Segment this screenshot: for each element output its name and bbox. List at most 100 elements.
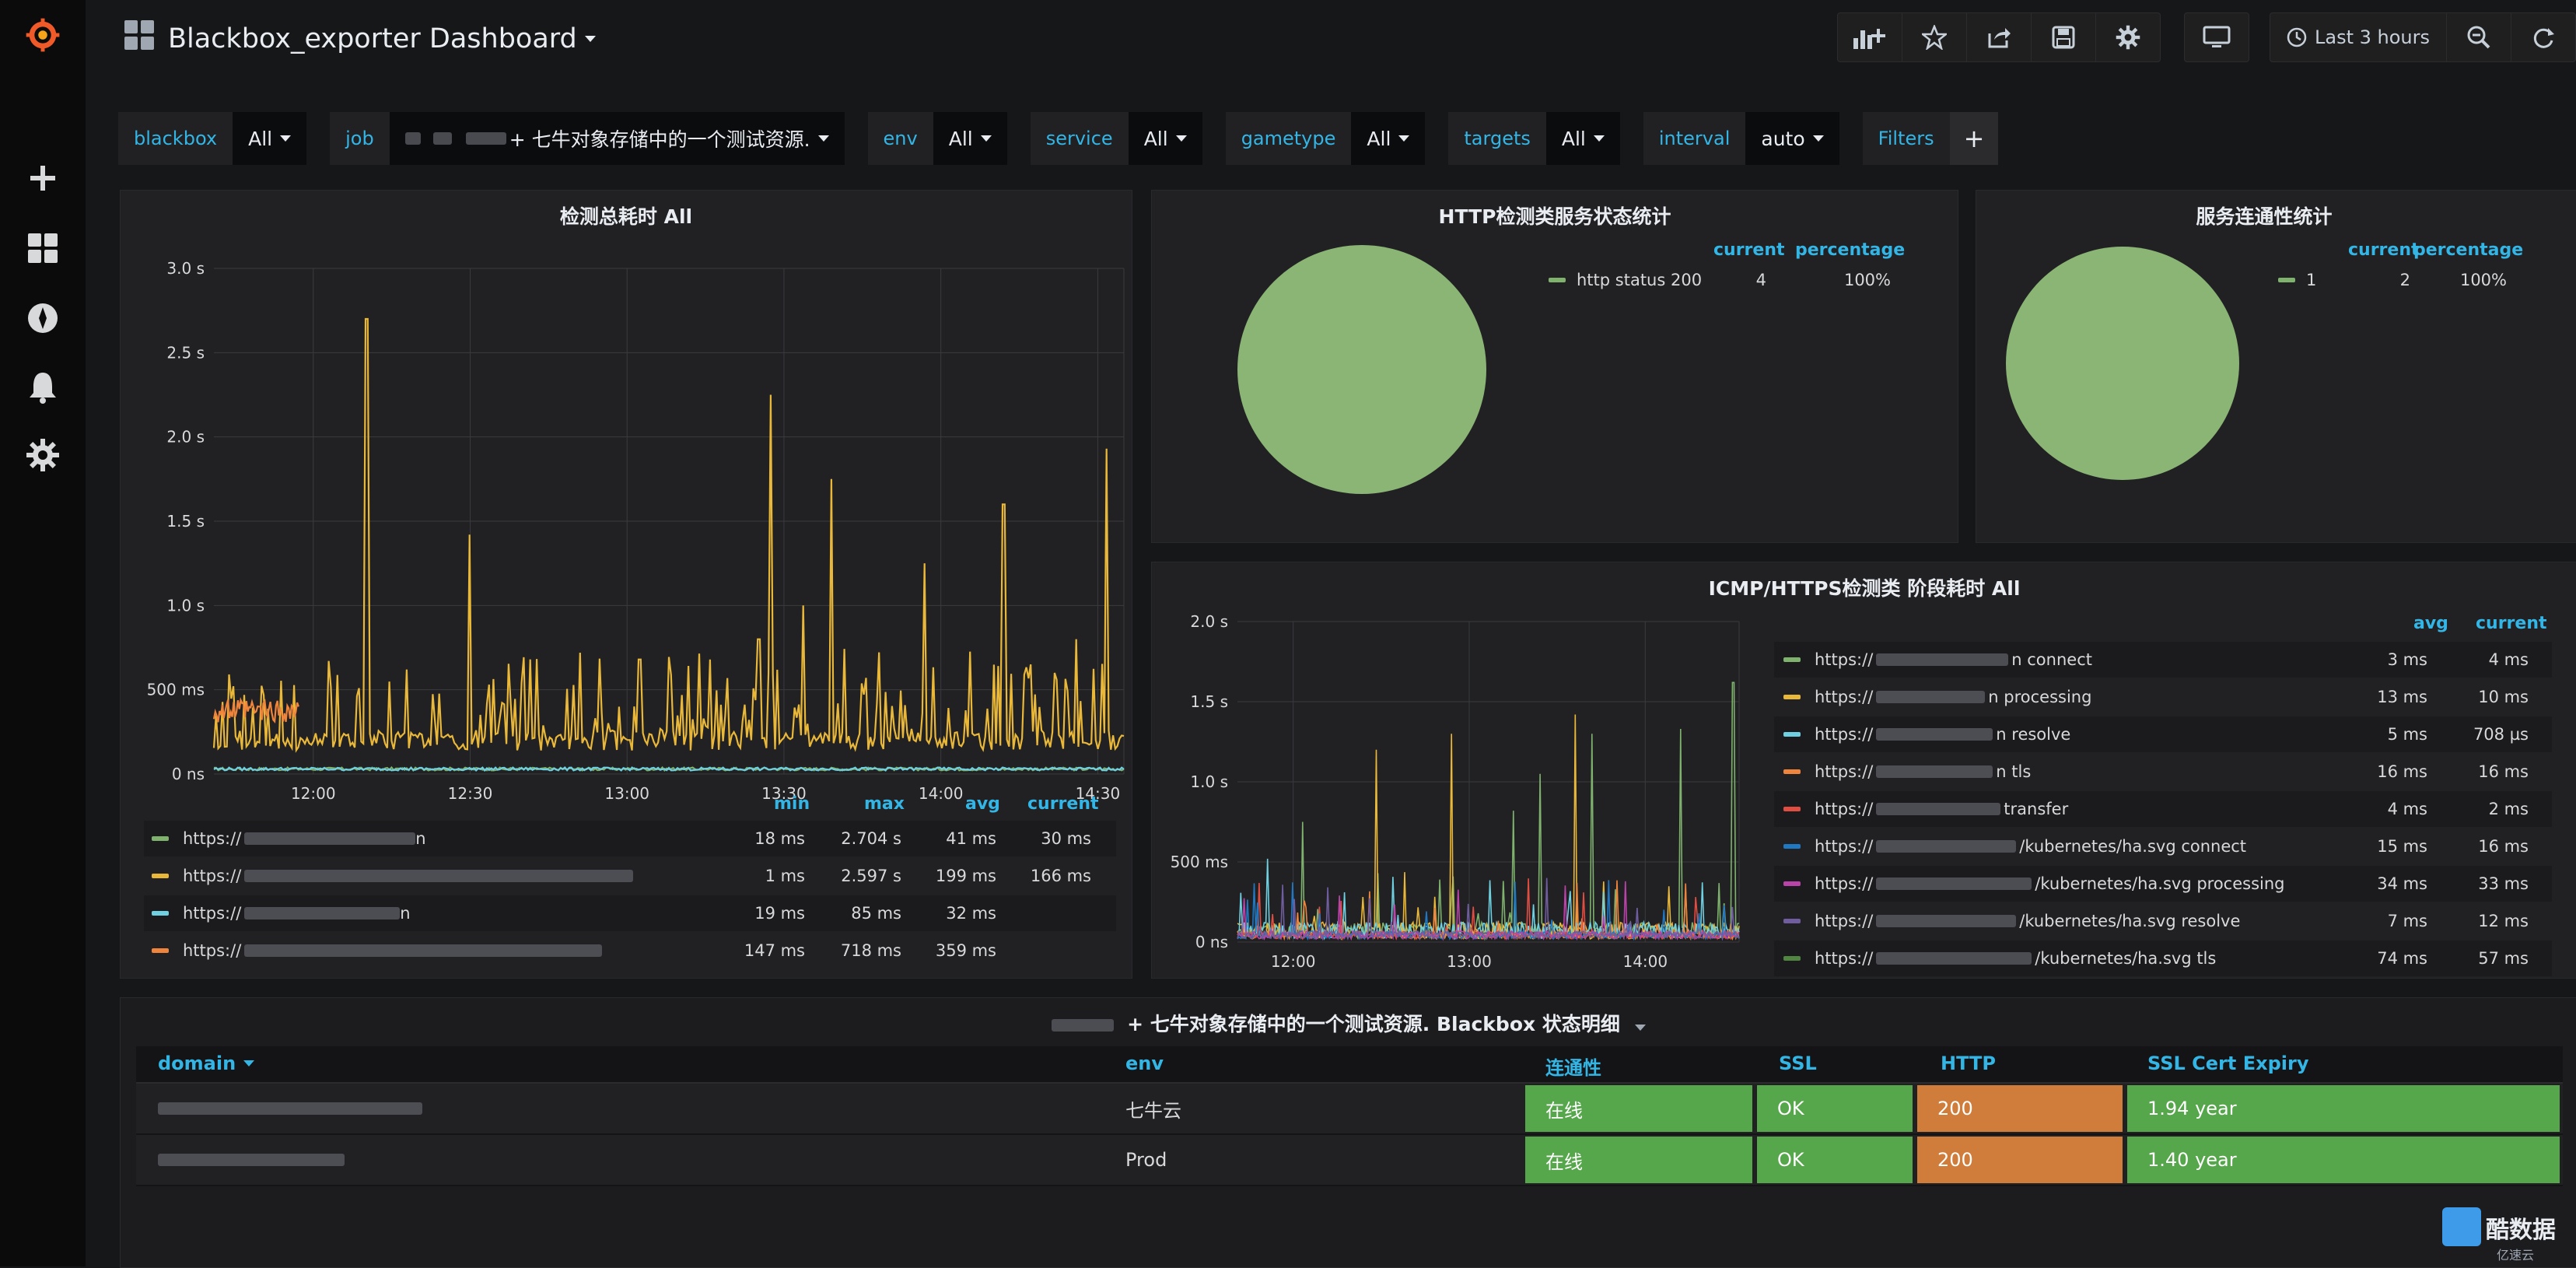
table-title-row[interactable]: + 七牛对象存储中的一个测试资源. Blackbox 状态明细 <box>121 1009 2576 1037</box>
legend-avg: 16 ms <box>2377 762 2427 781</box>
variable-value[interactable]: All <box>933 112 1007 165</box>
variable-service[interactable]: service All <box>1030 112 1202 165</box>
ad-hoc-filters: Filters + <box>1862 112 1999 165</box>
column-header-env[interactable]: env <box>1125 1053 1164 1074</box>
variable-value[interactable]: All <box>1128 112 1202 165</box>
share-icon[interactable] <box>1967 13 2032 61</box>
legend-header-current[interactable]: current <box>1713 240 1785 260</box>
legend-row[interactable]: https:// n tls 16 ms 16 ms <box>1774 754 2552 790</box>
series-label: 1 <box>2306 271 2317 289</box>
alerting-bell-icon[interactable] <box>25 369 61 405</box>
legend-header-current[interactable]: current <box>1027 794 1099 814</box>
variable-value[interactable]: All <box>1545 112 1620 165</box>
variable-interval[interactable]: interval auto <box>1643 112 1839 165</box>
grafana-logo-icon[interactable] <box>25 17 61 53</box>
legend-avg: 41 ms <box>946 829 996 848</box>
legend-row[interactable]: https:// /kubernetes/ha.svg connect 15 ms 1… <box>1774 828 2552 864</box>
chevron-down-icon <box>1634 1025 1646 1031</box>
panel-title[interactable]: ICMP/HTTPS检测类 阶段耗时 All <box>1708 577 2021 600</box>
variable-targets[interactable]: targets All <box>1448 112 1620 165</box>
y-tick-label: 0 ns <box>172 765 205 783</box>
http-status-pie-chart[interactable] <box>1222 245 1502 525</box>
column-header-ssl[interactable]: SSL <box>1779 1053 1817 1074</box>
legend-header-max[interactable]: max <box>864 794 905 814</box>
settings-gear-icon[interactable] <box>2096 13 2160 61</box>
column-header-http[interactable]: HTTP <box>1941 1053 1996 1074</box>
legend-row[interactable]: https:// transfer 4 ms 2 ms <box>1774 791 2552 827</box>
add-panel-icon[interactable] <box>1838 13 1902 61</box>
variable-job[interactable]: job + 七牛对象存储中的一个测试资源. <box>330 112 845 165</box>
pie-slice-http-status-200[interactable] <box>1237 245 1486 494</box>
cell-ssl-cert-expiry: 1.94 year <box>2127 1085 2560 1132</box>
panel-title[interactable]: 检测总耗时 All <box>559 205 693 228</box>
zoom-out-icon[interactable] <box>2447 13 2511 61</box>
table-row[interactable]: Prod 在线 OK 200 1.40 year <box>136 1135 2563 1186</box>
legend-row[interactable]: 1 2 100% <box>2278 262 2558 298</box>
explore-icon[interactable] <box>25 300 61 336</box>
series-label: https:// <box>1815 874 1874 893</box>
dashboards-icon[interactable] <box>25 230 61 266</box>
refresh-icon[interactable] <box>2511 13 2575 61</box>
legend-row[interactable]: https:// n 18 ms 2.704 s 41 ms 30 ms <box>144 821 1116 856</box>
add-filter-button[interactable]: + <box>1949 112 1999 165</box>
redacted-text <box>404 132 421 145</box>
column-header-ssl-cert-expiry[interactable]: SSL Cert Expiry <box>2147 1053 2309 1074</box>
time-range-picker[interactable]: Last 3 hours <box>2270 13 2447 61</box>
dashboard-title[interactable]: Blackbox_exporter Dashboard <box>124 20 596 57</box>
panel-title[interactable]: HTTP检测类服务状态统计 <box>1438 205 1671 228</box>
chevron-down-icon <box>280 135 292 142</box>
gear-icon[interactable] <box>25 437 61 473</box>
variable-value[interactable]: All <box>1351 112 1426 165</box>
legend-current: 12 ms <box>2478 912 2529 930</box>
save-icon[interactable] <box>2032 13 2096 61</box>
legend-header-avg[interactable]: avg <box>2413 614 2448 633</box>
x-tick-label: 14:00 <box>1622 952 1668 971</box>
star-icon[interactable] <box>1902 13 1967 61</box>
redacted-text <box>244 832 416 845</box>
legend-header-percentage[interactable]: percentage <box>1795 240 1906 260</box>
variable-gametype[interactable]: gametype All <box>1225 112 1426 165</box>
y-tick-label: 2.5 s <box>166 343 205 362</box>
legend-row[interactable]: https:// /kubernetes/ha.svg tls 74 ms 57 ms <box>1774 940 2552 976</box>
series-label-suffix: /kubernetes/ha.svg resolve <box>2019 912 2241 930</box>
y-tick-label: 500 ms <box>147 681 205 699</box>
variable-blackbox[interactable]: blackbox All <box>118 112 307 165</box>
variable-label: env <box>867 112 933 165</box>
legend-header-current[interactable]: current <box>2348 240 2420 260</box>
variable-value-text: All <box>948 127 973 150</box>
legend-row[interactable]: https:// n resolve 5 ms 708 µs <box>1774 716 2552 752</box>
variable-env[interactable]: env All <box>867 112 1007 165</box>
legend-row[interactable]: https:// 1 ms 2.597 s 199 ms 166 ms <box>144 858 1116 894</box>
plus-icon[interactable] <box>25 160 61 196</box>
legend-row[interactable]: https:// /kubernetes/ha.svg processing 34 … <box>1774 866 2552 902</box>
legend-row[interactable]: https:// 147 ms 718 ms 359 ms <box>144 933 1116 969</box>
legend-header-min[interactable]: min <box>774 794 810 814</box>
legend-row[interactable]: https:// n 19 ms 85 ms 32 ms <box>144 895 1116 931</box>
variable-value[interactable]: auto <box>1745 112 1839 165</box>
legend-row[interactable]: https:// /kubernetes/ha.svg resolve 7 ms 12… <box>1774 903 2552 939</box>
connectivity-pie-chart[interactable] <box>2006 247 2255 496</box>
phase-duration-chart[interactable]: 0 ns 500 ms 1.0 s 1.5 s 2.0 s 12:00 13:00 14:00 <box>1152 590 1759 979</box>
x-tick-label: 13:00 <box>604 784 649 803</box>
legend-max: 2.704 s <box>841 829 901 848</box>
column-header-domain[interactable]: domain <box>158 1053 255 1074</box>
panel-title[interactable]: 服务连通性统计 <box>2196 205 2333 228</box>
legend-min: 1 ms <box>765 867 805 885</box>
legend-header-percentage[interactable]: percentage <box>2413 240 2524 260</box>
probe-duration-chart[interactable]: 0 ns 500 ms 1.0 s 1.5 s 2.0 s 2.5 s 3.0 s 12:00… <box>121 222 1132 828</box>
variable-value[interactable]: + 七牛对象存储中的一个测试资源. <box>389 112 845 165</box>
legend-row[interactable]: https:// n processing 13 ms 10 ms <box>1774 679 2552 715</box>
legend-percentage: 100% <box>2459 271 2507 289</box>
series-swatch <box>1783 844 1801 849</box>
table-row[interactable]: 七牛云 在线 OK 200 1.94 year <box>136 1084 2563 1135</box>
column-header-connectivity[interactable]: 连通性 <box>1545 1057 1601 1079</box>
legend-row[interactable]: http status 200 4 100% <box>1549 262 1914 298</box>
tv-monitor-icon[interactable] <box>2185 13 2249 61</box>
pie-slice-1[interactable] <box>2006 247 2239 480</box>
legend-current: 4 <box>1755 271 1766 289</box>
legend-header-current[interactable]: current <box>2476 614 2547 633</box>
clock-icon <box>2287 27 2307 47</box>
legend-header-avg[interactable]: avg <box>965 794 1000 814</box>
variable-value[interactable]: All <box>233 112 307 165</box>
legend-row[interactable]: https:// n connect 3 ms 4 ms <box>1774 642 2552 678</box>
